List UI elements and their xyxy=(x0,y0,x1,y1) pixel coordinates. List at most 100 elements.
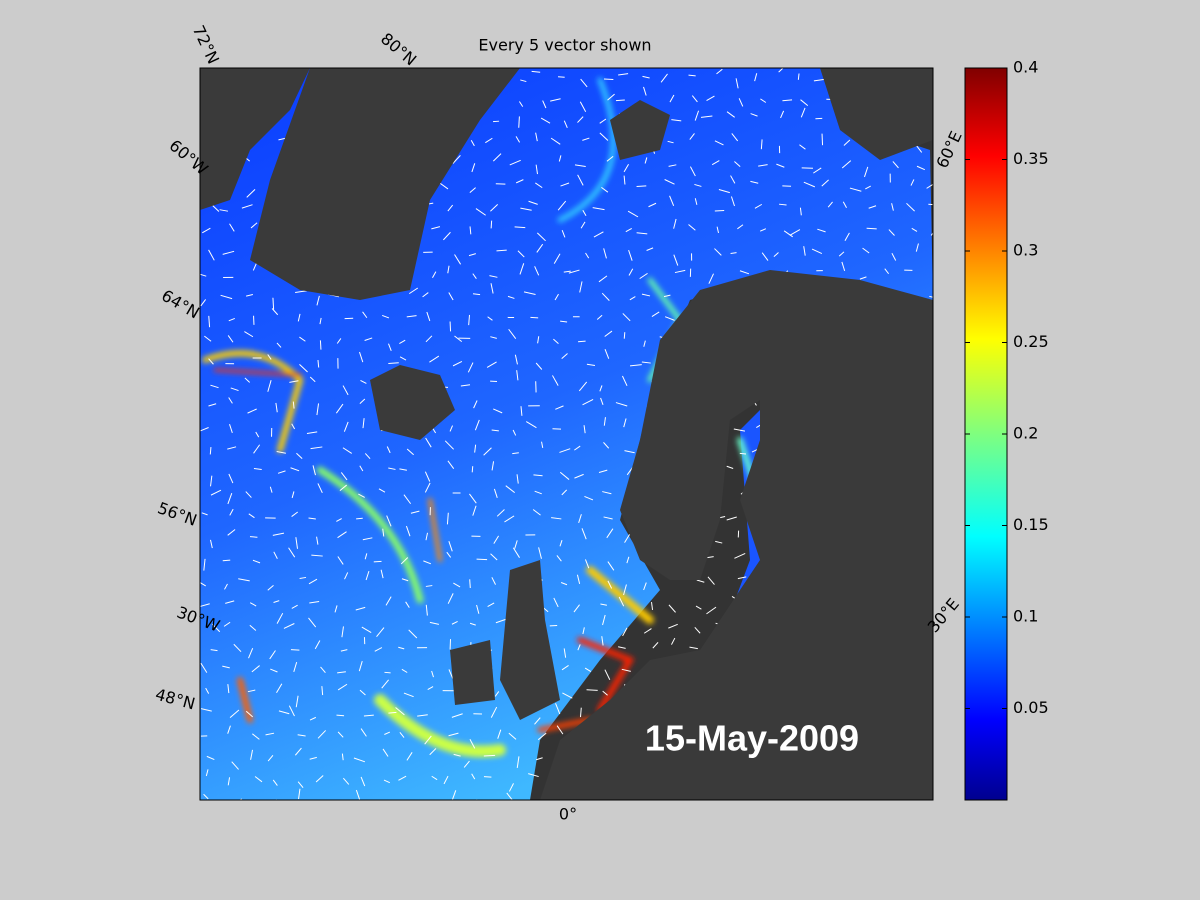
vector xyxy=(487,602,495,607)
vector xyxy=(615,99,625,102)
vector xyxy=(200,708,212,712)
vector xyxy=(472,505,477,516)
vector xyxy=(577,174,584,186)
vector xyxy=(483,754,496,757)
vector xyxy=(939,271,945,275)
vector xyxy=(317,360,320,368)
vector xyxy=(417,714,428,717)
vector xyxy=(726,516,737,521)
vector xyxy=(561,353,568,360)
vector xyxy=(376,627,385,637)
vector xyxy=(353,757,366,763)
vector xyxy=(314,640,321,650)
vector xyxy=(560,320,568,323)
vector xyxy=(309,716,317,721)
vector xyxy=(469,187,476,194)
vector xyxy=(490,336,497,339)
vector xyxy=(496,509,505,517)
vector xyxy=(552,375,559,386)
vector xyxy=(362,537,373,541)
vector xyxy=(750,180,759,184)
vector xyxy=(516,370,519,381)
vector xyxy=(408,287,419,295)
vector xyxy=(603,442,610,449)
vector xyxy=(623,175,626,185)
vector xyxy=(432,271,437,279)
vector xyxy=(608,803,618,805)
vector xyxy=(737,576,747,580)
vector xyxy=(360,776,366,787)
vector xyxy=(208,403,217,407)
vector xyxy=(265,732,275,736)
vector xyxy=(730,175,736,184)
vector xyxy=(399,356,407,361)
vector xyxy=(494,691,500,697)
vector xyxy=(272,297,275,310)
vector xyxy=(223,621,231,627)
vector xyxy=(453,753,461,757)
vector xyxy=(932,100,933,102)
vector xyxy=(343,421,349,432)
vector xyxy=(761,252,769,261)
vector xyxy=(580,707,582,718)
vector xyxy=(308,517,316,520)
vector xyxy=(563,270,571,273)
vector xyxy=(558,155,562,162)
vector xyxy=(452,360,463,367)
vector xyxy=(212,205,220,212)
vector xyxy=(577,644,581,651)
vector xyxy=(651,601,654,611)
vector xyxy=(642,75,650,79)
vector xyxy=(528,773,539,778)
vector xyxy=(291,491,295,499)
vector xyxy=(203,558,206,571)
colorbar-tick-label: 0.15 xyxy=(1013,515,1049,534)
vector xyxy=(760,98,767,103)
vector xyxy=(601,636,604,646)
vector xyxy=(624,534,631,543)
vector xyxy=(342,385,349,396)
vector xyxy=(308,578,318,585)
vector xyxy=(598,275,608,283)
vector xyxy=(474,444,477,453)
vector xyxy=(602,614,606,626)
ireland xyxy=(450,640,495,705)
vector xyxy=(706,95,715,101)
map-grid-label: 48°N xyxy=(153,685,197,714)
vector xyxy=(204,335,212,342)
vector xyxy=(574,164,586,168)
vector xyxy=(529,800,536,806)
vector xyxy=(424,471,431,482)
vector xyxy=(291,604,298,609)
vector xyxy=(626,556,630,564)
vector xyxy=(337,671,346,674)
vector xyxy=(469,579,471,589)
vector xyxy=(707,576,715,585)
vector xyxy=(380,569,384,579)
vector xyxy=(400,557,409,565)
streak xyxy=(577,637,635,713)
vector xyxy=(935,594,936,602)
vector xyxy=(574,473,584,479)
vector xyxy=(388,343,392,351)
vector xyxy=(253,444,261,454)
vector xyxy=(627,210,639,218)
vector xyxy=(269,486,273,493)
vector xyxy=(843,139,851,146)
vector xyxy=(583,425,586,434)
vector xyxy=(422,292,429,298)
vector xyxy=(451,790,457,800)
vector xyxy=(230,387,239,392)
vector xyxy=(200,581,206,587)
vector xyxy=(245,710,254,718)
vector xyxy=(542,100,547,109)
vector xyxy=(803,181,816,188)
vector xyxy=(536,232,546,242)
vector xyxy=(559,471,570,480)
vector xyxy=(579,281,583,293)
vector xyxy=(800,107,806,118)
vector xyxy=(443,231,451,241)
vector xyxy=(604,669,611,680)
vector xyxy=(229,223,235,232)
vector xyxy=(443,775,449,785)
